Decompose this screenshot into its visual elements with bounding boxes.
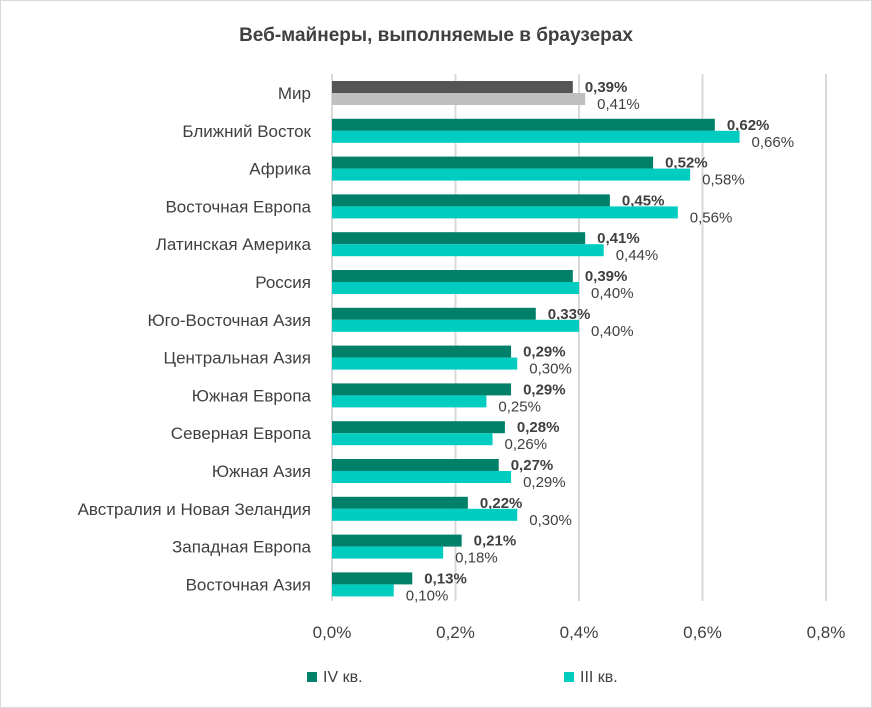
x-tick-label: 0,0% [313, 623, 352, 642]
bar-q3 [332, 130, 740, 143]
category-label: Ближний Восток [182, 122, 311, 141]
data-label: 0,27% [511, 457, 554, 474]
bar-q3 [332, 206, 678, 219]
data-label: 0,56% [690, 209, 733, 226]
category-label: Россия [255, 273, 311, 292]
category-label: Мир [278, 84, 311, 103]
data-label: 0,29% [523, 474, 566, 491]
bar-q3 [332, 433, 493, 446]
data-label: 0,39% [585, 79, 628, 96]
category-label: Южная Европа [192, 386, 312, 405]
category-label: Северная Европа [171, 424, 312, 443]
data-label: 0,58% [702, 172, 745, 189]
bar-q4 [332, 232, 586, 245]
bar-q3 [332, 244, 604, 257]
data-label: 0,29% [523, 344, 566, 361]
data-label: 0,66% [752, 134, 795, 151]
category-label: Латинская Америка [156, 235, 312, 254]
bar-q4 [332, 496, 468, 509]
data-label: 0,44% [616, 247, 659, 264]
bar-q3 [332, 584, 394, 597]
data-label: 0,45% [622, 192, 665, 209]
bar-q4 [332, 270, 573, 282]
data-label: 0,25% [498, 398, 541, 415]
data-label: 0,62% [727, 117, 770, 134]
data-label: 0,33% [548, 306, 591, 323]
bar-q4 [332, 534, 462, 547]
category-label: Африка [249, 160, 311, 179]
x-tick-label: 0,6% [683, 623, 722, 642]
bar-q3 [332, 395, 487, 408]
category-label: Центральная Азия [164, 349, 312, 368]
bar-q3 [332, 471, 512, 483]
data-label: 0,41% [597, 230, 640, 247]
data-label: 0,21% [474, 533, 517, 550]
category-label: Юго-Восточная Азия [147, 311, 311, 330]
bar-q4 [332, 81, 573, 93]
legend-marker [307, 672, 317, 682]
bar-q4 [332, 194, 610, 207]
legend-marker [564, 672, 574, 682]
data-label: 0,52% [665, 155, 708, 172]
legend-label: IV кв. [323, 669, 363, 686]
data-label: 0,22% [480, 495, 523, 512]
category-label: Восточная Европа [165, 197, 311, 216]
bar-q4 [332, 345, 512, 358]
category-label: Западная Европа [172, 538, 312, 557]
bar-q3 [332, 357, 518, 370]
bar-q3 [332, 93, 586, 105]
data-label: 0,39% [585, 268, 628, 285]
bar-q3 [332, 168, 691, 181]
data-label: 0,18% [455, 550, 498, 567]
bar-q4 [332, 421, 505, 434]
data-label: 0,41% [597, 96, 640, 113]
bar-q3 [332, 319, 579, 332]
bar-q4 [332, 156, 654, 169]
data-label: 0,30% [529, 512, 572, 529]
bar-q4 [332, 459, 499, 471]
data-label: 0,30% [529, 361, 572, 378]
data-label: 0,40% [591, 323, 634, 340]
data-label: 0,13% [424, 570, 467, 587]
category-label: Южная Азия [212, 462, 311, 481]
x-tick-label: 0,2% [436, 623, 475, 642]
category-label: Австралия и Новая Зеландия [78, 500, 311, 519]
data-label: 0,10% [406, 587, 449, 604]
chart-title: Веб-майнеры, выполняемые в браузерах [239, 25, 633, 46]
bar-q3 [332, 508, 518, 521]
data-label: 0,26% [505, 436, 548, 453]
category-label: Восточная Азия [186, 575, 311, 594]
x-tick-label: 0,8% [807, 623, 846, 642]
bar-q4 [332, 572, 413, 585]
data-label: 0,40% [591, 285, 634, 302]
data-label: 0,28% [517, 419, 560, 436]
bar-q3 [332, 282, 579, 294]
bar-q4 [332, 118, 715, 131]
data-label: 0,29% [523, 381, 566, 398]
legend-label: III кв. [580, 669, 618, 686]
bar-q4 [332, 383, 512, 396]
bar-q4 [332, 307, 536, 320]
x-tick-label: 0,4% [560, 623, 599, 642]
bar-q3 [332, 546, 444, 559]
